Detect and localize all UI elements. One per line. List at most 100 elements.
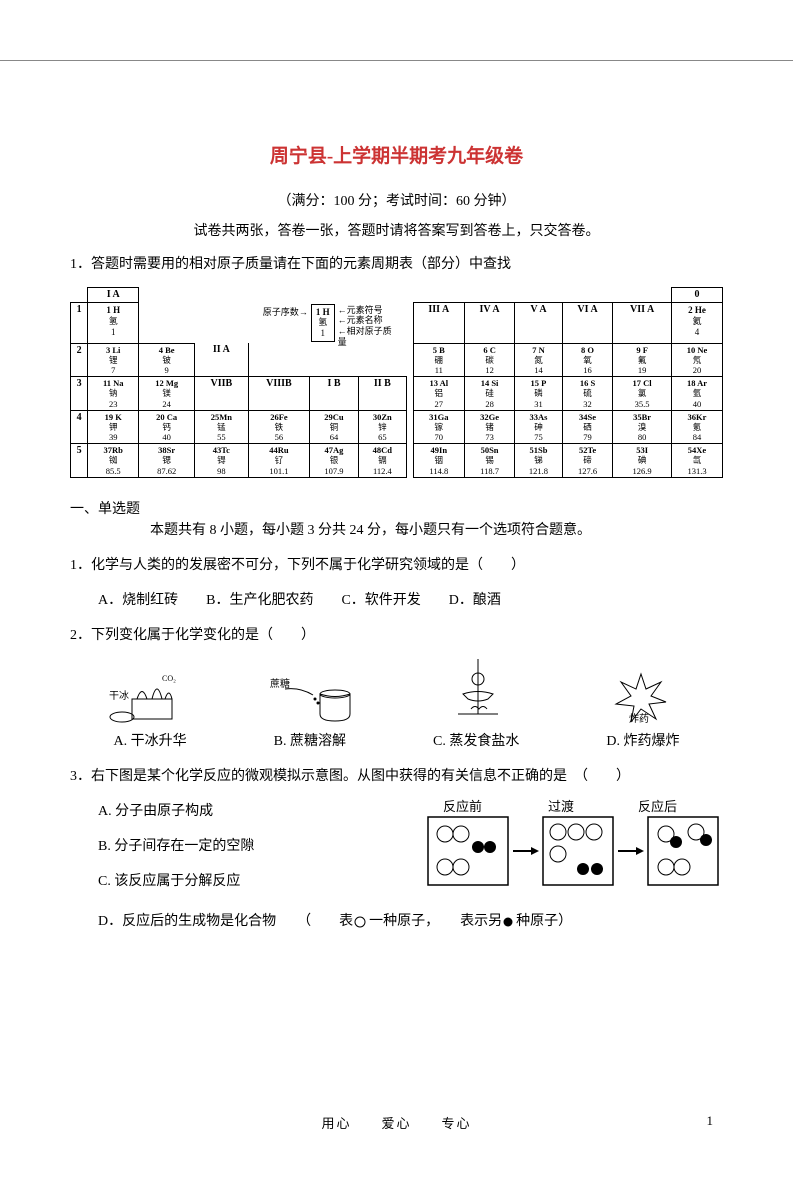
cell-Ru: 44Ru钌101.1 — [248, 444, 310, 478]
cell-Mn: 25Mn锰55 — [195, 410, 248, 444]
q2-fig-c — [418, 659, 538, 724]
cell-Kr: 36Kr氪84 — [672, 410, 723, 444]
page-number: 1 — [707, 1113, 714, 1129]
period-3: 3 — [71, 377, 88, 411]
periodic-table: I A 0 1 1 H氢1 1 H氢1 ←元素符号←元素名称←相对原子质量 原子… — [70, 287, 723, 478]
white-atom-icon — [353, 916, 369, 928]
explosion-icon: 炸药 — [601, 664, 681, 724]
svg-text:干冰: 干冰 — [109, 689, 129, 702]
cell-Zn: 30Zn锌65 — [358, 410, 406, 444]
svg-text:蔗糖: 蔗糖 — [270, 677, 290, 690]
note-1: 1．答题时需要用的相对原子质量请在下面的元素周期表（部分）中查找 — [70, 252, 723, 277]
cell-F: 9 F氟19 — [613, 343, 672, 377]
cell-N: 7 N氮14 — [515, 343, 563, 377]
cell-Se: 34Se硒79 — [562, 410, 612, 444]
q2-fig-d: 炸药 — [581, 664, 701, 724]
black-atom-icon — [502, 916, 516, 928]
cell-Ga: 31Ga镓70 — [413, 410, 465, 444]
svg-text:CO₂: CO₂ — [162, 674, 176, 683]
q2-opt-b: B. 蔗糖溶解 — [274, 730, 346, 750]
group-0: 0 — [672, 288, 723, 303]
label-after: 反应后 — [638, 799, 677, 814]
cell-O: 8 O氧16 — [562, 343, 612, 377]
cell-Al: 13 Al铝27 — [413, 377, 465, 411]
cell-S: 16 S硫32 — [562, 377, 612, 411]
sugar-dissolve-icon: 蔗糖 — [265, 669, 365, 724]
evaporate-icon — [433, 659, 523, 724]
exam-page: 周宁县-上学期半期考九年级卷 （满分：100 分；考试时间：60 分钟） 试卷共… — [0, 60, 793, 1182]
group-VIIB: VIIB — [195, 377, 248, 411]
group-VIIIB: VIIIB — [248, 377, 310, 411]
cell-Li: 3 Li锂7 — [88, 343, 139, 377]
cell-Cu: 29Cu铜64 — [310, 410, 358, 444]
page-footer: 用心 爱心 专心 1 — [0, 1113, 793, 1132]
cell-Te: 52Te碲127.6 — [562, 444, 612, 478]
footer-motto: 用心 爱心 专心 — [321, 1116, 471, 1131]
period-2: 2 — [71, 343, 88, 377]
cell-Ca: 20 Ca钙40 — [139, 410, 195, 444]
q2-fig-b: 蔗糖 — [255, 669, 375, 724]
cell-I: 53I碘126.9 — [613, 444, 672, 478]
cell-Ag: 47Ag银107.9 — [310, 444, 358, 478]
cell-B: 5 B硼11 — [413, 343, 465, 377]
reaction-diagram-icon: 反应前 过渡 反应后 — [423, 799, 723, 899]
cell-Rb: 37Rb铷85.5 — [88, 444, 139, 478]
group-IIIA: III A — [413, 303, 465, 343]
group-IIB: II B — [358, 377, 406, 411]
group-VIIA: VII A — [613, 303, 672, 343]
cell-Tc: 43Tc锝98 — [195, 444, 248, 478]
legend-box: 1 H氢1 ←元素符号←元素名称←相对原子质量 原子序数→ — [310, 303, 407, 343]
q2-opt-c: C. 蒸发食盐水 — [433, 730, 519, 750]
group-IVA: IV A — [465, 303, 515, 343]
cell-Mg: 12 Mg镁24 — [139, 377, 195, 411]
cell-Ar: 18 Ar氩40 — [672, 377, 723, 411]
q3-figure: 反应前 过渡 反应后 — [423, 799, 723, 899]
group-IB: I B — [310, 377, 358, 411]
cell-Fe: 26Fe铁56 — [248, 410, 310, 444]
q1-stem: 1．化学与人类的的发展密不可分，下列不属于化学研究领域的是（ ） — [70, 553, 723, 578]
dry-ice-icon: 干冰 CO₂ — [107, 669, 197, 724]
cell-K: 19 K钾39 — [88, 410, 139, 444]
group-IA: I A — [88, 288, 139, 303]
cell-C: 6 C碳12 — [465, 343, 515, 377]
label-mid: 过渡 — [548, 799, 574, 814]
cell-In: 49In铟114.8 — [413, 444, 465, 478]
group-IIA: II A — [195, 343, 248, 377]
cell-Ne: 10 Ne氖20 — [672, 343, 723, 377]
cell-Cl: 17 Cl氯35.5 — [613, 377, 672, 411]
cell-H: 1 H氢1 — [88, 303, 139, 343]
q2-opt-a: A. 干冰升华 — [114, 730, 187, 750]
group-VA: V A — [515, 303, 563, 343]
cell-He: 2 He氦4 — [672, 303, 723, 343]
period-5: 5 — [71, 444, 88, 478]
q2-figures: 干冰 CO₂ 蔗糖 炸药 — [70, 659, 723, 724]
cell-Be: 4 Be铍9 — [139, 343, 195, 377]
q3-opt-d: D．反应后的生成物是化合物 （ 表一种原子， 表示另种原子） — [70, 909, 723, 934]
cell-Na: 11 Na钠23 — [88, 377, 139, 411]
period-4: 4 — [71, 410, 88, 444]
section-1-heading: 一、单选题 — [70, 498, 723, 518]
cell-Br: 35Br溴80 — [613, 410, 672, 444]
cell-Cd: 48Cd镉112.4 — [358, 444, 406, 478]
cell-Sn: 50Sn锡118.7 — [465, 444, 515, 478]
cell-Si: 14 Si硅28 — [465, 377, 515, 411]
cell-Xe: 54Xe氙131.3 — [672, 444, 723, 478]
exam-meta: （满分：100 分；考试时间：60 分钟） — [70, 190, 723, 210]
q2-opt-d: D. 炸药爆炸 — [606, 730, 679, 750]
q3-stem: 3．右下图是某个化学反应的微观模拟示意图。从图中获得的有关信息不正确的是 （ ） — [70, 764, 723, 789]
cell-Sr: 38Sr锶87.62 — [139, 444, 195, 478]
cell-P: 15 P磷31 — [515, 377, 563, 411]
label-before: 反应前 — [443, 799, 482, 814]
section-1-sub: 本题共有 8 小题，每小题 3 分共 24 分，每小题只有一个选项符合题意。 — [70, 518, 723, 543]
cell-As: 33As砷75 — [515, 410, 563, 444]
page-title: 周宁县-上学期半期考九年级卷 — [70, 141, 723, 168]
q2-fig-a: 干冰 CO₂ — [92, 669, 212, 724]
instruction-line: 试卷共两张，答卷一张，答题时请将答案写到答卷上，只交答卷。 — [70, 220, 723, 240]
cell-Ge: 32Ge锗73 — [465, 410, 515, 444]
group-VIA: VI A — [562, 303, 612, 343]
period-1: 1 — [71, 303, 88, 343]
q2-options: A. 干冰升华 B. 蔗糖溶解 C. 蒸发食盐水 D. 炸药爆炸 — [70, 730, 723, 750]
svg-text:炸药: 炸药 — [629, 713, 649, 724]
q2-stem: 2．下列变化属于化学变化的是（ ） — [70, 623, 723, 648]
q1-options: A．烧制红砖 B．生产化肥农药 C．软件开发 D．酿酒 — [70, 588, 723, 613]
